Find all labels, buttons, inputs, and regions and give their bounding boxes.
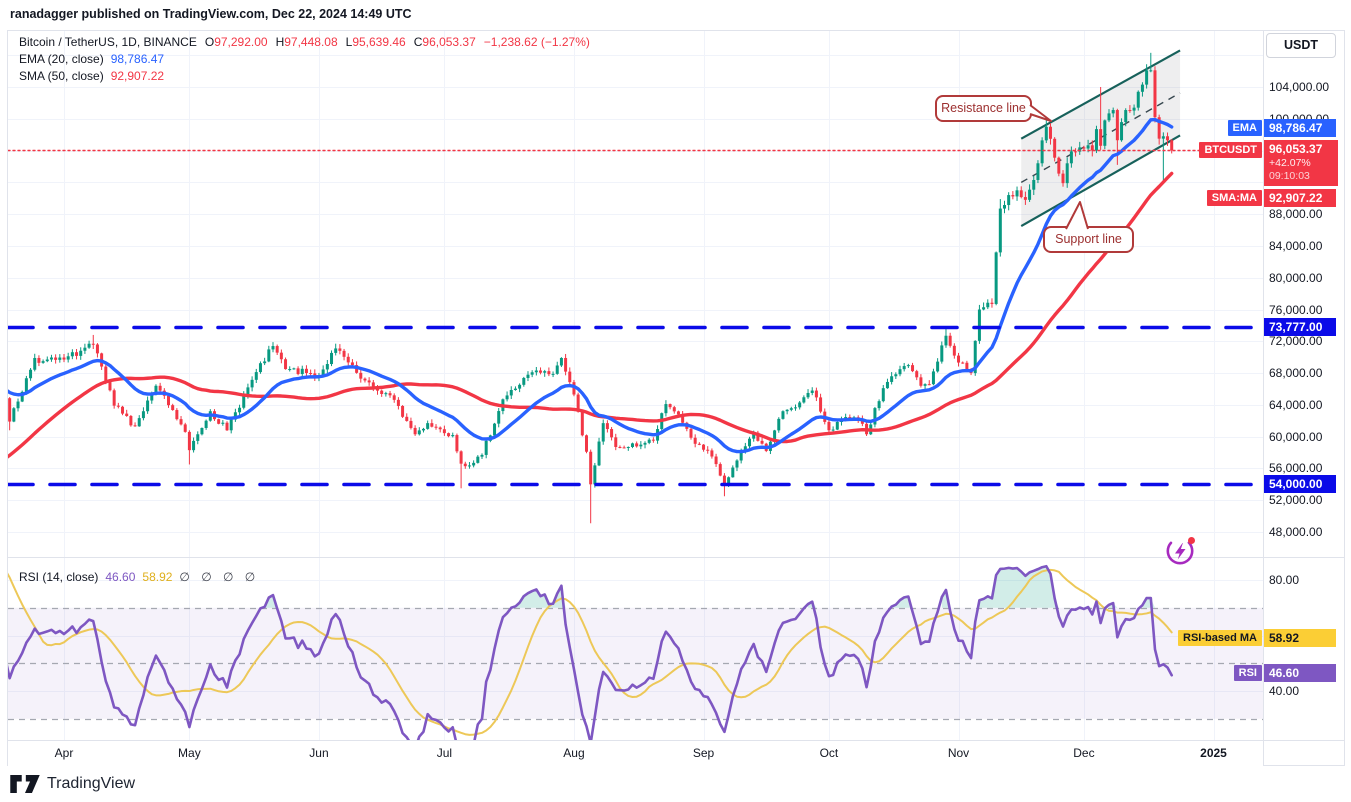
tradingview-logo[interactable]: TradingView (10, 775, 135, 793)
ohlc-values: O97,292.00 H97,448.08 L95,639.46 C96,053.37 (197, 35, 476, 49)
tradingview-brand-text: TradingView (47, 775, 136, 792)
published-line: ranadagger published on TradingView.com,… (10, 7, 412, 21)
bar-countdown: 09:10:03 (1269, 170, 1310, 183)
alert-level-lower-label[interactable]: 54,000.00 (1264, 475, 1336, 494)
price-tick-label: 72,000.00 (1269, 334, 1323, 349)
sma-value: 92,907.22 (110, 69, 165, 83)
price-tick-label: 76,000.00 (1269, 302, 1323, 317)
time-axis-label: Apr (54, 746, 74, 760)
time-axis-label: Aug (563, 746, 585, 760)
time-axis-label: Nov (947, 746, 970, 760)
time-axis-label: May (178, 746, 201, 760)
price-tick-label: 88,000.00 (1269, 207, 1323, 222)
rsi-tick-label: 40.00 (1269, 684, 1300, 698)
price-tick-label: 84,000.00 (1269, 238, 1323, 253)
realtime-notification-icon[interactable] (1164, 533, 1198, 567)
alert-level-upper-label[interactable]: 73,777.00 (1264, 318, 1336, 337)
rsi-legend-value: 46.60 (105, 570, 136, 584)
time-axis-label: Sep (692, 746, 715, 760)
rsi-ma-axis-label: 58.92 (1264, 629, 1336, 648)
time-axis-label: Dec (1073, 746, 1095, 760)
ohlc-letter: C (413, 35, 423, 49)
ohlc-value: 97,292.00 (214, 35, 268, 49)
rsi-tick-label: 80.00 (1269, 573, 1300, 587)
time-axis-label: Jun (309, 746, 329, 760)
rsi-ma-legend-value: 58.92 (142, 570, 173, 584)
price-axis-border (1263, 31, 1264, 766)
rsi-tag: RSI (1233, 664, 1262, 681)
ohlc-value: 95,639.46 (352, 35, 406, 49)
ema-legend-row[interactable]: EMA (20, close) 98,786.47 (19, 52, 164, 66)
price-axis[interactable]: 104,000.00100,000.0088,000.0084,000.0080… (1263, 31, 1345, 740)
callout-pointer (1065, 201, 1089, 230)
symbol-price-tag: BTCUSDT (1199, 142, 1262, 159)
symbol-title[interactable]: Bitcoin / TetherUS, 1D, BINANCE (19, 35, 197, 49)
time-axis[interactable]: Apr May Jun Jul Aug Sep Oct Nov Dec 2025 (8, 741, 1263, 766)
price-tick-label: 104,000.00 (1269, 80, 1330, 94)
pane-separator[interactable] (8, 557, 1345, 558)
time-axis-label: Oct (819, 746, 839, 760)
sma-label[interactable]: SMA (50, close) (19, 69, 104, 83)
ohlc-value: 96,053.37 (422, 35, 476, 49)
callout-pointer (1029, 104, 1052, 122)
sma-price-label: 92,907.22 (1264, 189, 1336, 208)
rsi-ma-tag: RSI-based MA (1178, 630, 1262, 647)
time-axis-label: Jul (436, 746, 453, 760)
lightning-icon (1175, 543, 1186, 560)
ema-price-label: 98,786.47 (1264, 119, 1336, 138)
chart-canvas[interactable] (8, 31, 1263, 740)
rsi-indicator-label[interactable]: RSI (14, close) (19, 570, 99, 584)
time-axis-label: 2025 (1200, 746, 1227, 760)
ema-label[interactable]: EMA (20, close) (19, 52, 104, 66)
resistance-callout[interactable]: Resistance line (935, 95, 1032, 122)
currency-button[interactable]: USDT (1266, 33, 1336, 58)
rsi-axis-label: 46.60 (1264, 663, 1336, 682)
sma-legend-row[interactable]: SMA (50, close) 92,907.22 (19, 69, 164, 83)
ohlc-letter: L (345, 35, 353, 49)
price-tick-label: 80,000.00 (1269, 270, 1323, 285)
price-tick-label: 64,000.00 (1269, 397, 1323, 412)
change-percent: +42.07% (1269, 157, 1311, 170)
rsi-legend-row[interactable]: RSI (14, close) 46.60 58.92 ∅ ∅ ∅ ∅ (19, 570, 259, 584)
ohlc-letter: H (275, 35, 285, 49)
price-tick-label: 68,000.00 (1269, 366, 1323, 381)
ema-price-tag: EMA (1227, 120, 1262, 137)
tradingview-logo-icon (10, 775, 40, 793)
price-tick-label: 52,000.00 (1269, 493, 1323, 508)
rsi-empty-slots: ∅ ∅ ∅ ∅ (179, 570, 260, 584)
symbol-legend-row[interactable]: Bitcoin / TetherUS, 1D, BINANCE O97,292.0… (19, 35, 590, 49)
ohlc-letter: O (204, 35, 215, 49)
support-callout[interactable]: Support line (1043, 226, 1134, 253)
ema-value: 98,786.47 (110, 52, 165, 66)
price-tick-label: 48,000.00 (1269, 525, 1323, 539)
last-price-label: 96,053.37 +42.07% 09:10:03 (1264, 140, 1338, 187)
time-axis-border (8, 740, 1345, 741)
notification-dot (1188, 537, 1195, 544)
change-value: −1,238.62 (−1.27%) (483, 35, 590, 49)
sma-price-tag: SMA:MA (1206, 190, 1262, 207)
price-tick-label: 60,000.00 (1269, 429, 1323, 444)
price-tick-label: 56,000.00 (1269, 461, 1323, 476)
last-price-value: 96,053.37 (1269, 142, 1323, 157)
ohlc-value: 97,448.08 (284, 35, 338, 49)
